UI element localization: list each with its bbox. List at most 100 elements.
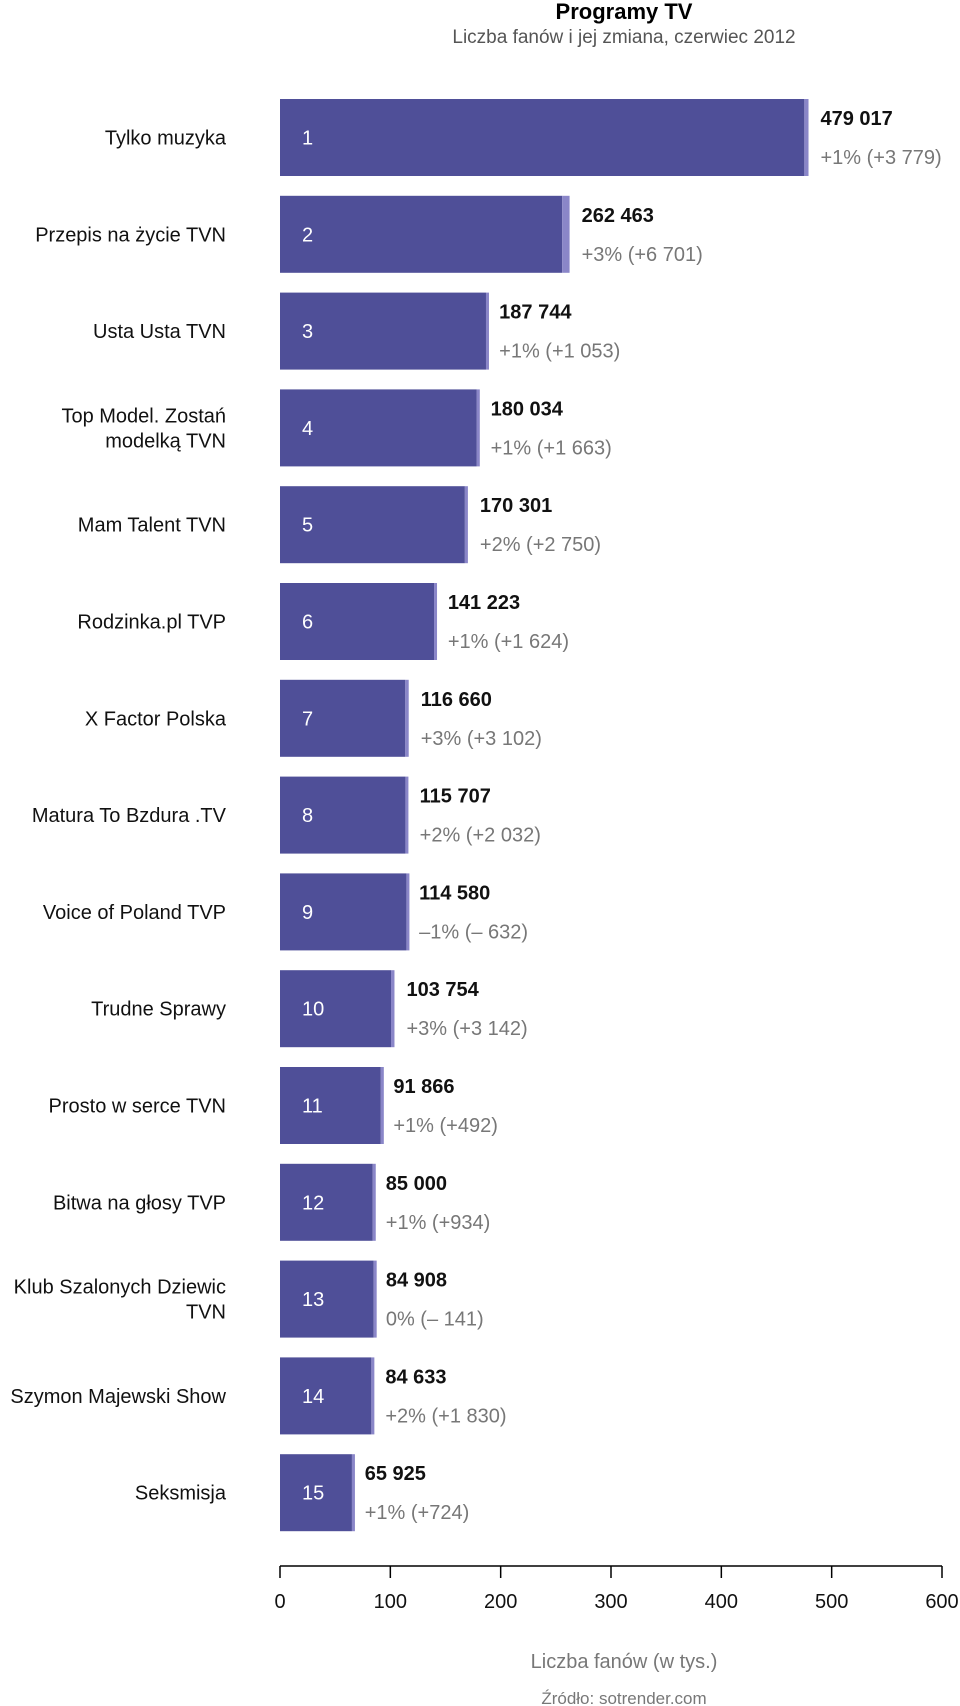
bar-row: 15 Seksmisja 65 925 +1% (+724)	[135, 1454, 470, 1532]
value-label: 103 754	[406, 979, 479, 1001]
bar-change	[351, 1454, 355, 1532]
change-label: +3% (+3 142)	[406, 1018, 527, 1040]
bar-change	[373, 1260, 377, 1338]
bar-rank: 7	[302, 708, 313, 730]
category-label: Szymon Majewski Show	[10, 1386, 226, 1408]
value-label: 187 744	[499, 302, 572, 324]
change-label: +1% (+3 779)	[821, 147, 942, 169]
x-tick-label: 200	[484, 1591, 517, 1613]
bar-rank: 12	[302, 1192, 324, 1214]
bar	[280, 99, 805, 176]
category-label: Voice of Poland TVP	[43, 902, 226, 924]
change-label: +3% (+6 701)	[582, 244, 703, 266]
bar-row: 3 Usta Usta TVN 187 744 +1% (+1 053)	[93, 292, 620, 370]
category-label: Przepis na życie TVN	[35, 224, 226, 246]
category-label: Seksmisja	[135, 1483, 227, 1505]
bar-rank: 10	[302, 999, 324, 1021]
value-label: 141 223	[448, 592, 520, 614]
value-label: 479 017	[821, 108, 893, 130]
bar-rank: 4	[302, 418, 313, 440]
chart-subtitle: Liczba fanów i jej zmiana, czerwiec 2012	[452, 27, 795, 48]
x-axis: 0 100 200 300 400 500 600	[274, 1565, 959, 1613]
category-label: Matura To Bzdura .TV	[32, 805, 227, 827]
value-label: 85 000	[386, 1173, 447, 1195]
change-label: +2% (+2 750)	[480, 534, 601, 556]
category-label: Klub Szalonych Dziewic	[14, 1277, 226, 1299]
chart-title: Programy TV	[556, 0, 693, 24]
bar-change	[434, 583, 438, 660]
bar-row: 5 Mam Talent TVN 170 301 +2% (+2 750)	[78, 486, 601, 564]
bar	[280, 195, 563, 273]
value-label: 91 866	[393, 1076, 454, 1098]
bar-row: 6 Rodzinka.pl TVP 141 223 +1% (+1 624)	[77, 583, 569, 660]
bar-row: 13 Klub Szalonych Dziewic TVN 84 908 0% (– 1…	[14, 1260, 484, 1338]
change-label: –1% (– 632)	[419, 921, 528, 943]
bars-group: 1 Tylko muzyka 479 017 +1% (+3 779) 2 Przepis…	[10, 99, 942, 1532]
x-axis-label: Liczba fanów (w tys.)	[531, 1651, 718, 1673]
category-label: Bitwa na głosy TVP	[53, 1192, 226, 1214]
category-label: Mam Talent TVN	[78, 515, 226, 537]
category-label: X Factor Polska	[85, 708, 227, 730]
x-tick-label: 600	[925, 1591, 958, 1613]
bar-row: 8 Matura To Bzdura .TV 115 707 +2% (+2 032)	[32, 776, 541, 854]
x-tick-label: 0	[274, 1591, 285, 1613]
change-label: +1% (+1 053)	[499, 341, 620, 363]
bar-rank: 9	[302, 902, 313, 924]
bar	[280, 292, 486, 370]
category-label: modelką TVN	[105, 430, 226, 452]
x-tick-label: 100	[374, 1591, 407, 1613]
bar-change	[804, 99, 809, 176]
value-label: 84 908	[386, 1270, 447, 1292]
bar-row: 12 Bitwa na głosy TVP 85 000 +1% (+934)	[53, 1163, 491, 1241]
bar-rank: 15	[302, 1483, 324, 1505]
change-label: +1% (+1 663)	[491, 437, 612, 459]
bar	[280, 776, 406, 854]
category-label: Trudne Sprawy	[91, 999, 226, 1021]
bar-rank: 13	[302, 1289, 324, 1311]
value-label: 65 925	[365, 1463, 426, 1485]
category-label: Tylko muzyka	[105, 128, 227, 150]
bar	[280, 389, 477, 467]
bar	[280, 583, 435, 660]
x-tick-label: 300	[594, 1591, 627, 1613]
bar-change	[562, 195, 570, 273]
bar	[280, 1357, 372, 1435]
bar-row: 1 Tylko muzyka 479 017 +1% (+3 779)	[105, 99, 942, 176]
bar-rank: 3	[302, 321, 313, 343]
change-label: +3% (+3 102)	[421, 728, 542, 750]
bar-row: 9 Voice of Poland TVP 114 580 –1% (– 632)	[43, 873, 528, 951]
bar	[280, 873, 407, 951]
category-label: Usta Usta TVN	[93, 321, 226, 343]
change-label: +1% (+492)	[393, 1115, 498, 1137]
bar-row: 11 Prosto w serce TVN 91 866 +1% (+492)	[49, 1067, 498, 1144]
value-label: 115 707	[420, 786, 491, 808]
bar	[280, 1454, 352, 1532]
bar-rank: 1	[302, 128, 313, 150]
bar-rank: 11	[302, 1096, 323, 1118]
bar	[280, 486, 465, 564]
value-label: 114 580	[419, 882, 490, 904]
bar-rank: 14	[302, 1386, 324, 1408]
value-label: 180 034	[491, 398, 564, 420]
value-label: 262 463	[582, 205, 654, 227]
change-label: +1% (+934)	[386, 1212, 491, 1234]
bar-row: 7 X Factor Polska 116 660 +3% (+3 102)	[85, 679, 542, 757]
bar-row: 2 Przepis na życie TVN 262 463 +3% (+6 701)	[35, 195, 703, 273]
category-label: Rodzinka.pl TVP	[77, 612, 226, 634]
bar	[280, 1067, 381, 1144]
bar-rank: 8	[302, 805, 313, 827]
value-label: 170 301	[480, 495, 552, 517]
bar-change	[485, 292, 489, 370]
change-label: +2% (+2 032)	[420, 825, 541, 847]
bar-change	[405, 776, 409, 854]
bar	[280, 1163, 373, 1241]
bar	[280, 679, 406, 757]
category-label: Prosto w serce TVN	[49, 1096, 226, 1118]
bar	[280, 1260, 374, 1338]
change-label: +1% (+1 624)	[448, 631, 569, 653]
bar-change	[391, 970, 395, 1048]
change-label: +1% (+724)	[365, 1502, 470, 1524]
bar-rank: 5	[302, 515, 313, 537]
bar	[280, 970, 392, 1048]
